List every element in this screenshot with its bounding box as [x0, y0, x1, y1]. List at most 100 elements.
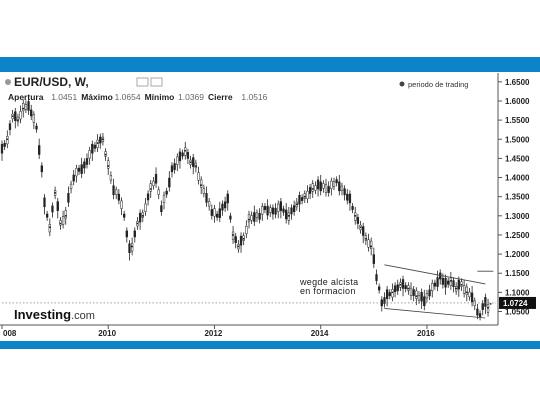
candle-body [253, 212, 256, 222]
series-point-12 [59, 222, 62, 225]
candle-body [285, 209, 288, 220]
settings-icon[interactable] [136, 77, 149, 87]
candle-body [362, 226, 365, 236]
series-point-62 [343, 191, 346, 194]
series-point-24 [117, 195, 120, 198]
series-point-59 [319, 184, 322, 187]
series-point-89 [481, 306, 484, 309]
candle-body [245, 226, 248, 235]
candle-body [0, 143, 4, 154]
series-point-67 [370, 245, 373, 248]
candle-body [370, 240, 373, 249]
series-point-64 [354, 214, 357, 217]
series-point-18 [91, 149, 94, 152]
candle-body [269, 207, 272, 213]
candle-body [88, 150, 91, 159]
y-tick-label-12: 1.0500 [505, 308, 530, 317]
candle-body [319, 181, 322, 192]
candle-body [468, 291, 471, 298]
candle-body [290, 207, 293, 215]
series-point-92 [489, 302, 492, 305]
series-point-52 [264, 207, 266, 210]
series-point-44 [221, 207, 224, 210]
current-price-box [499, 296, 536, 309]
series-point-81 [444, 283, 447, 286]
candle-body [64, 210, 67, 219]
series-point-13 [64, 214, 67, 217]
candle-body [277, 203, 280, 212]
wedge-lower-line [384, 308, 486, 319]
series-point-22 [107, 165, 110, 167]
candle-body [444, 277, 447, 288]
candle-body [223, 201, 227, 209]
series-point-23 [112, 188, 115, 190]
candle-body [383, 297, 386, 304]
series-point-11 [54, 191, 57, 194]
candle-body [149, 183, 152, 192]
candle-body [38, 145, 41, 155]
series-point-32 [155, 176, 157, 179]
series-point-63 [349, 199, 351, 202]
series-point-8 [40, 168, 43, 171]
candle-body [439, 272, 442, 280]
series-point-21 [104, 153, 107, 156]
candle-body [431, 282, 434, 292]
series-point-65 [359, 226, 362, 229]
series-point-50 [253, 214, 256, 217]
series-point-70 [378, 287, 381, 290]
candle-body [266, 205, 269, 216]
candle-body [298, 195, 301, 205]
series-point-9 [43, 203, 46, 206]
series-point-72 [386, 295, 389, 298]
candle-body [154, 173, 158, 184]
stat-value-3: 1.0516 [241, 92, 267, 102]
candle-body [314, 185, 317, 191]
candle-body [293, 205, 296, 213]
candle-body [181, 152, 184, 157]
series-point-39 [194, 165, 197, 167]
y-tick-label-5: 1.4000 [505, 174, 530, 183]
candle-body [322, 183, 325, 189]
series-point-47 [237, 245, 240, 248]
series-point-16 [78, 168, 80, 171]
series-point-4 [22, 107, 25, 110]
candle-body [27, 101, 30, 111]
series-point-37 [184, 149, 187, 152]
series-point-48 [242, 237, 245, 240]
candle-body [412, 289, 415, 296]
candle-body [300, 197, 304, 201]
candle-body [162, 194, 166, 204]
candle-body [152, 180, 155, 187]
candle-body [423, 296, 426, 306]
candle-body [229, 215, 232, 220]
candle-body [138, 212, 142, 223]
series-point-20 [102, 138, 104, 141]
close-icon[interactable] [150, 77, 163, 87]
candle-body [239, 235, 243, 246]
candle-body [348, 193, 352, 204]
stats-row: Apertura 1.0451 Máximo 1.0654 Mínimo 1.0369 Ci… [8, 92, 268, 102]
chart-axes: 1.6500 1.6000 1.5500 1.5000 1.4500 1.4000 1.35… [1, 78, 536, 338]
candle-body [425, 292, 429, 299]
candle-body [271, 207, 275, 215]
candle-body [3, 142, 6, 147]
series-point-19 [96, 142, 99, 144]
series-point-76 [415, 295, 418, 298]
stat-label-2: Mínimo [145, 92, 175, 102]
series-point-88 [479, 314, 481, 317]
series-point-31 [149, 188, 152, 190]
series-point-7 [35, 126, 38, 129]
candle-body [208, 201, 211, 207]
candle-body [93, 144, 97, 149]
series-point-28 [131, 245, 134, 248]
candle-body [340, 185, 344, 192]
candle-body [279, 201, 283, 211]
candle-body [221, 203, 224, 211]
candle-body [308, 187, 312, 194]
candle-body [168, 177, 171, 188]
candle-body [234, 236, 237, 243]
candle-body [385, 289, 389, 299]
y-tick-label-10: 1.1500 [505, 269, 530, 278]
series-point-61 [335, 180, 338, 183]
series-point-73 [391, 291, 394, 294]
